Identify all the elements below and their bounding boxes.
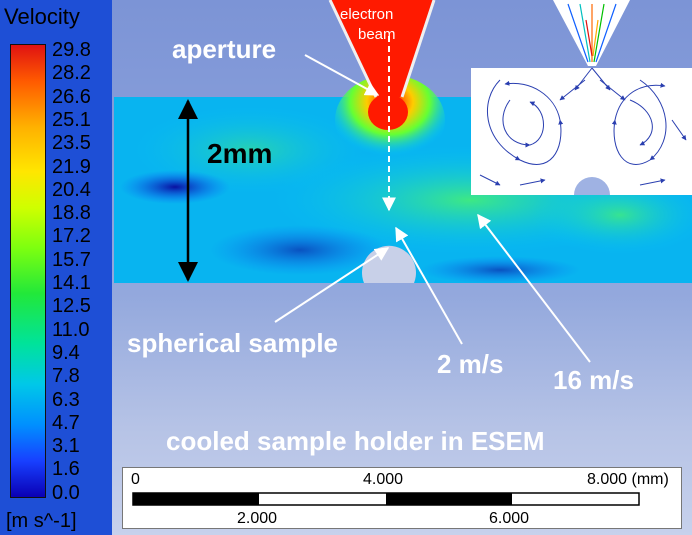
colorbar-tick-label: 29.8 [52, 39, 91, 61]
low-velocity-label: 2 m/s [437, 349, 504, 379]
colorbar-tick-label: 14.1 [52, 272, 91, 294]
colorbar-tick-label: 11.0 [52, 318, 90, 341]
scale-label-0: 0 [131, 471, 140, 488]
high-velocity-label: 16 m/s [553, 365, 634, 395]
velocity-vector-inset [471, 0, 692, 195]
colorbar-title: Velocity [4, 4, 80, 29]
electron-beam-label-line2: beam [358, 26, 396, 43]
electron-beam-label-line1: electron [340, 6, 394, 23]
scale-label-6000: 6.000 [489, 510, 530, 527]
colorbar-tick-label: 20.4 [52, 178, 91, 201]
low-velocity-pointer-arrow [395, 226, 463, 345]
scale-bar: 0 4.000 8.000 (mm) 2.000 6.000 [122, 467, 682, 529]
colorbar-tick-label: 26.6 [52, 85, 91, 108]
figure-caption: cooled sample holder in ESEM [166, 426, 545, 456]
colorbar-tick-label: 9.4 [52, 341, 80, 364]
colorbar-tick-label: 23.5 [52, 132, 91, 155]
colorbar-tick-label: 17.2 [52, 225, 91, 248]
colorbar-tick-label: 21.9 [52, 155, 91, 178]
scale-bar-segments [132, 492, 640, 506]
spherical-sample-label: spherical sample [127, 328, 338, 358]
colorbar-tick-label: 15.7 [52, 248, 91, 271]
colorbar-tick-label: 18.8 [52, 202, 91, 225]
colorbar-tick-label: 0.0 [52, 481, 80, 504]
colorbar-unit: [m s^-1] [6, 510, 77, 532]
high-velocity-pointer-arrow [477, 213, 591, 363]
scale-label-4000: 4.000 [363, 471, 404, 488]
colorbar-tick-label: 6.3 [52, 388, 80, 411]
colorbar-gradient [10, 44, 46, 498]
sample-pointer-arrow [274, 247, 390, 323]
colorbar-tick-label: 12.5 [52, 295, 91, 318]
colorbar-tick-label: 3.1 [52, 435, 80, 458]
colorbar-tick-label: 1.6 [52, 458, 80, 481]
height-label: 2mm [207, 138, 273, 169]
aperture-label: aperture [172, 34, 277, 64]
colorbar-tick-label: 28.2 [52, 62, 91, 85]
electron-beam-cone [328, 0, 436, 212]
colorbar-tick-label: 4.7 [52, 411, 80, 434]
colorbar-tick-label: 25.1 [52, 108, 91, 131]
scale-label-8000: 8.000 (mm) [587, 471, 669, 488]
colorbar-tick-label: 7.8 [52, 365, 80, 388]
scale-label-2000: 2.000 [237, 510, 278, 527]
aperture-pointer-arrow [304, 54, 380, 96]
velocity-colorbar: Velocity 29.8 28.2 26.6 25.1 23.5 21.9 20.4 18.… [0, 0, 112, 535]
